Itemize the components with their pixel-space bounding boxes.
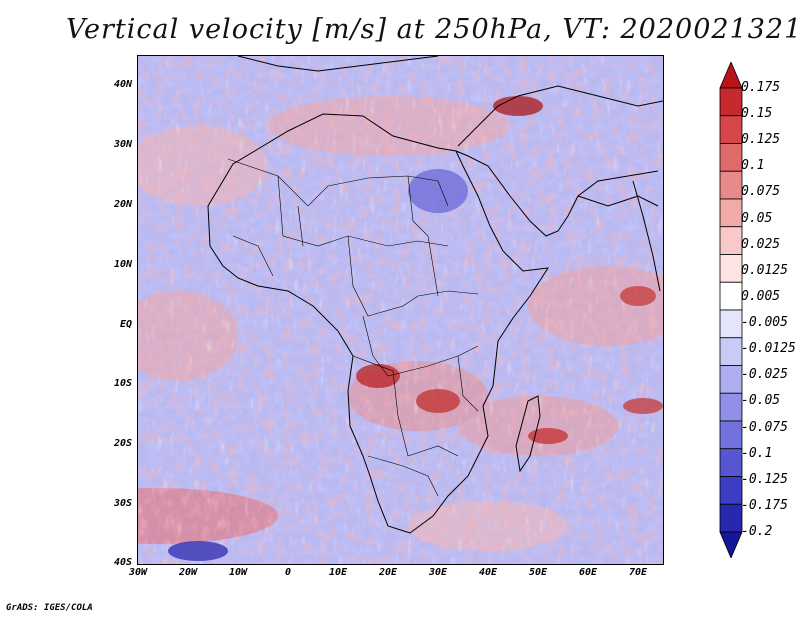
colorbar-box — [719, 337, 743, 366]
colorbar-tick-label: 0.05 — [741, 210, 773, 226]
colorbar-tick-label: -0.0125 — [741, 341, 796, 357]
colorbar-tick-label: -0.05 — [741, 393, 781, 409]
lon-label-60e: 60E — [578, 567, 598, 578]
colorbar-tick-label: -0.075 — [741, 419, 788, 435]
colorbar-tick-label: 0.075 — [741, 184, 781, 200]
colorbar-cap-top — [719, 62, 743, 89]
colorbar-box — [719, 420, 743, 450]
lat-label-20n: 20N — [113, 199, 132, 210]
colorbar-box — [719, 254, 743, 283]
colorbar-box — [719, 87, 743, 117]
colorbar-box — [719, 198, 743, 228]
colorbar-tick-label: -0.025 — [741, 367, 788, 383]
colorbar-box — [719, 476, 743, 505]
colorbar-tick-label: 0.005 — [741, 288, 781, 304]
lon-label-10w: 10W — [228, 567, 248, 578]
colorbar-box — [719, 281, 743, 311]
colorbar — [719, 62, 743, 558]
colorbar-box — [719, 115, 743, 144]
footer-credit: GrADS: IGES/COLA — [6, 603, 93, 613]
map-plot-area — [137, 55, 664, 565]
lat-label-30n: 30N — [113, 139, 132, 150]
colorbar-tick-label: 0.175 — [741, 80, 781, 95]
lat-label-eq: EQ — [119, 319, 132, 330]
colorbar-tick-label: -0.175 — [741, 497, 788, 513]
lon-label-10e: 10E — [328, 567, 348, 578]
colorbar-tick-label: -0.005 — [741, 315, 788, 331]
lat-label-40s: 40S — [113, 557, 132, 568]
lon-label-50e: 50E — [528, 567, 548, 578]
country-borders — [227, 158, 479, 497]
colorbar-tick-label: -0.1 — [741, 445, 773, 461]
lon-label-30e: 30E — [428, 567, 448, 578]
colorbar-tick-label: 0.125 — [741, 132, 781, 148]
lat-label-40n: 40N — [113, 79, 132, 90]
lon-label-20e: 20E — [378, 567, 398, 578]
velocity-field — [138, 56, 663, 564]
colorbar-cap-bottom — [719, 531, 743, 558]
colorbar-box — [719, 143, 743, 172]
coastlines — [207, 56, 663, 534]
colorbar-box — [719, 170, 743, 200]
lon-label-30w: 30W — [128, 567, 148, 578]
lat-label-10n: 10N — [113, 259, 132, 270]
lat-label-20s: 20S — [113, 438, 132, 449]
lon-label-40e: 40E — [478, 567, 498, 578]
colorbar-tick-label: -0.2 — [741, 524, 773, 539]
colorbar-tick-label: -0.125 — [741, 471, 788, 487]
lat-label-10s: 10S — [113, 378, 132, 389]
strong-cells — [168, 96, 663, 561]
lon-label-0: 0 — [284, 567, 292, 578]
colorbar-tick-label: 0.1 — [741, 158, 765, 174]
lat-label-30s: 30S — [113, 498, 132, 509]
colorbar-tick-label: 0.025 — [741, 236, 781, 252]
colorbar-box — [719, 365, 743, 394]
colorbar-box — [719, 309, 743, 339]
colorbar-tick-label: 0.15 — [741, 106, 773, 122]
colorbar-box — [719, 448, 743, 477]
lon-label-70e: 70E — [628, 567, 648, 578]
colorbar-box — [719, 392, 743, 422]
colorbar-box — [719, 226, 743, 255]
field-contour-streaks — [138, 56, 663, 564]
map-title: Vertical velocity [m/s] at 250hPa, VT: 2… — [66, 14, 800, 45]
lon-label-20w: 20W — [178, 567, 198, 578]
colorbar-tick-label: 0.0125 — [741, 262, 788, 278]
colorbar-box — [719, 503, 743, 533]
